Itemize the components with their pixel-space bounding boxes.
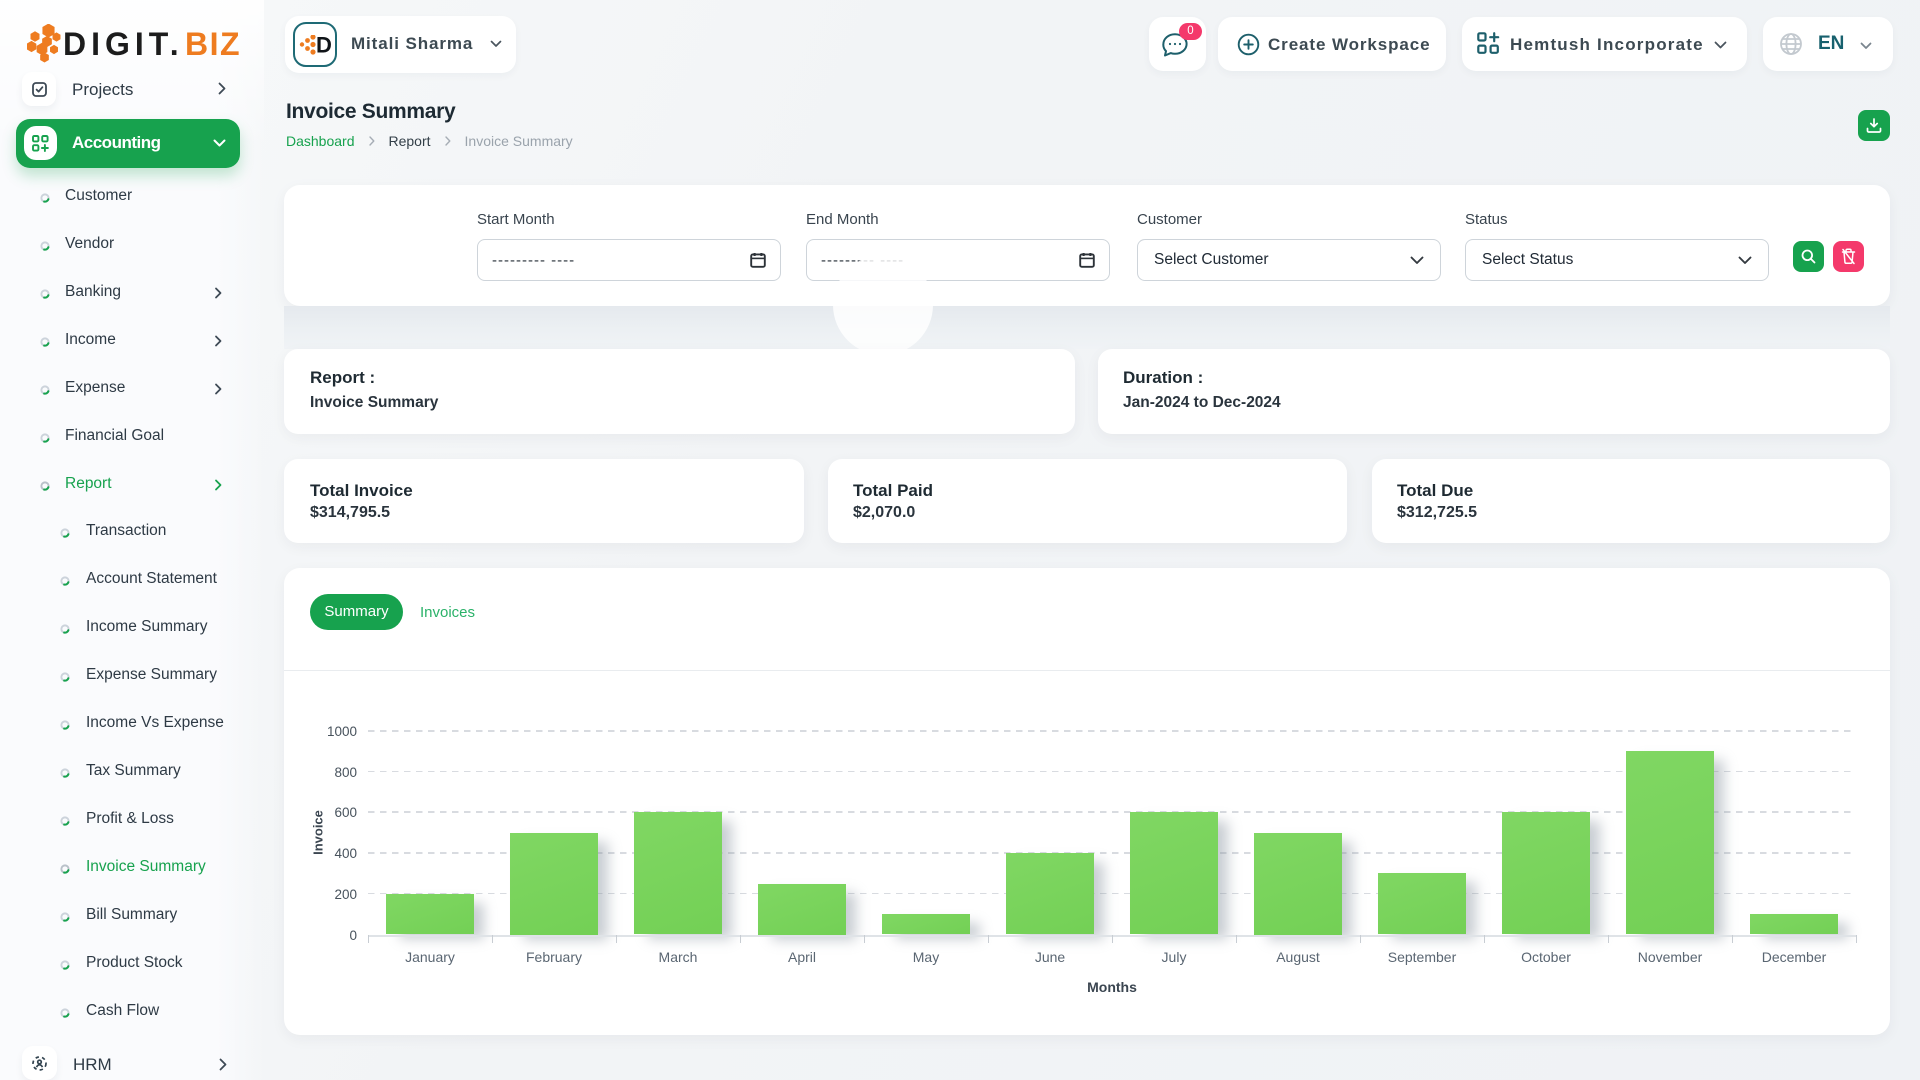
svg-text:D: D <box>316 35 331 57</box>
svg-text:BIZ: BIZ <box>185 26 241 62</box>
svg-text:DIGIT.: DIGIT. <box>63 26 184 62</box>
